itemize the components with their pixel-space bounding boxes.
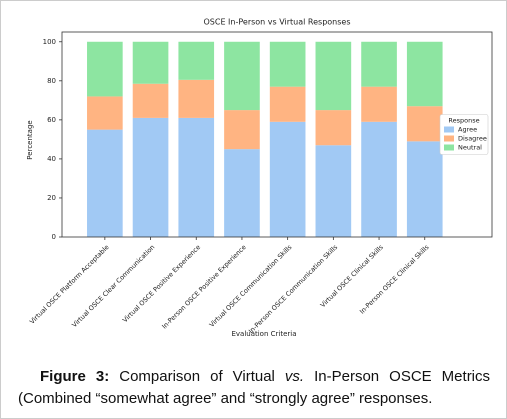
- legend-swatch: [444, 126, 454, 133]
- bar-segment: [315, 145, 352, 237]
- legend-label: Agree: [458, 126, 477, 134]
- x-tick-label: Virtual OSCE Positive Experience: [121, 243, 202, 324]
- bar-segment: [406, 106, 443, 142]
- bar-segment: [315, 41, 352, 111]
- bar-segment: [361, 121, 397, 237]
- bar-segment: [87, 96, 123, 130]
- bar-segment: [224, 41, 260, 111]
- y-tick-label: 60: [47, 116, 56, 124]
- bar-segment: [87, 129, 123, 237]
- y-tick-label: 0: [52, 233, 56, 241]
- bar-segment: [87, 41, 123, 97]
- legend-swatch: [444, 144, 454, 151]
- x-tick-label: Virtual OSCE Clear Communication: [70, 243, 156, 329]
- legend-label: Neutral: [458, 144, 482, 152]
- legend-title: Response: [448, 117, 479, 125]
- bar-segment: [361, 41, 397, 87]
- bar-segment: [269, 121, 306, 237]
- caption-text: Comparison of Virtual: [119, 368, 285, 385]
- bar-segment: [406, 41, 443, 107]
- figure-caption: Figure 3: Comparison of Virtual vs. In-P…: [18, 366, 490, 410]
- bar-segment: [224, 110, 260, 150]
- bar-segment: [178, 79, 215, 118]
- y-tick-label: 20: [47, 194, 56, 202]
- x-axis-label: Evaluation Criteria: [231, 330, 296, 338]
- bar-segment: [178, 117, 215, 237]
- legend-label: Disagree: [458, 135, 487, 143]
- bar-segment: [178, 41, 215, 80]
- y-axis-label: Percentage: [26, 120, 34, 159]
- x-tick-label: In-Person OSCE Communication Skills: [247, 243, 340, 336]
- bar-segment: [132, 41, 169, 84]
- y-tick-label: 40: [47, 155, 56, 163]
- y-tick-label: 100: [43, 38, 56, 46]
- y-tick-label: 80: [47, 77, 56, 85]
- x-tick-label: Virtual OSCE Communication Skills: [208, 243, 294, 329]
- bar-segment: [269, 41, 306, 87]
- bar-segment: [224, 149, 260, 237]
- caption-text: In-Person OSCE Metrics (Combined “somewh…: [18, 368, 491, 407]
- bar-segment: [315, 110, 352, 146]
- bar-segment: [406, 141, 443, 237]
- legend-swatch: [444, 135, 454, 142]
- caption-text: vs.: [284, 368, 305, 385]
- bar-segment: [361, 86, 397, 122]
- plot-frame: [61, 31, 493, 238]
- chart-title: OSCE In-Person vs Virtual Responses: [203, 18, 350, 27]
- x-tick-label: In-Person OSCE Positive Experience: [160, 243, 247, 330]
- x-tick-label: Virtual OSCE Platform Acceptable: [28, 243, 111, 326]
- bar-segment: [132, 117, 169, 237]
- bar-segment: [269, 86, 306, 122]
- bar-segment: [132, 83, 169, 118]
- caption-label: Figure 3:: [40, 368, 110, 385]
- chart: OSCE In-Person vs Virtual Responses Perc…: [26, 18, 493, 338]
